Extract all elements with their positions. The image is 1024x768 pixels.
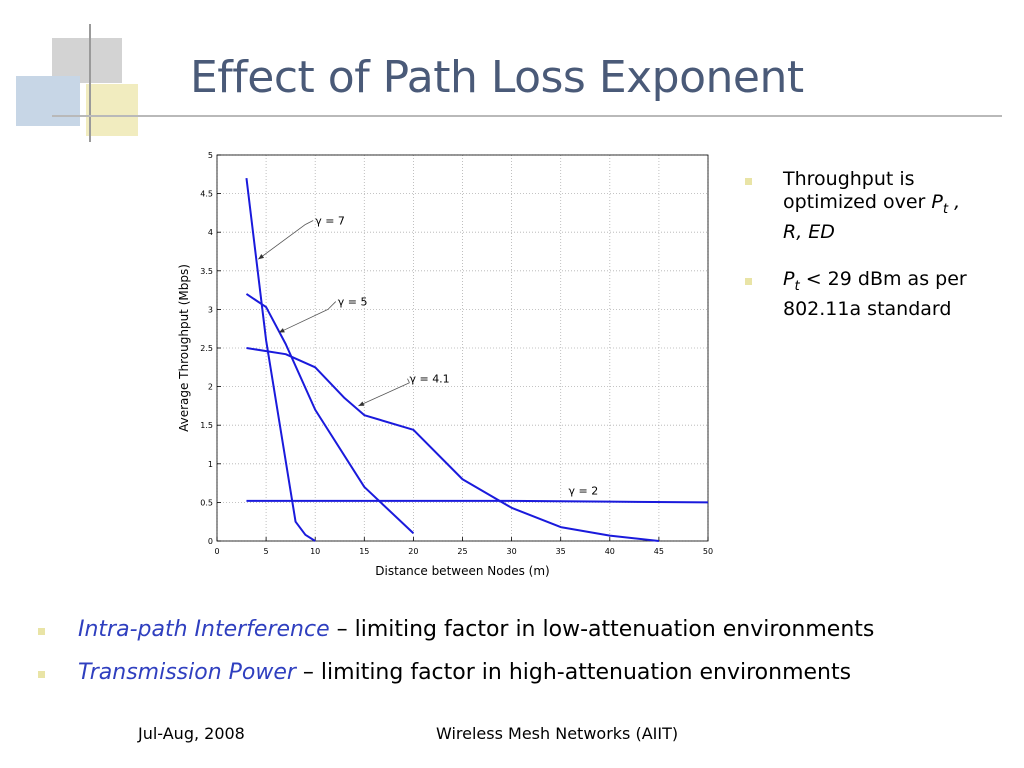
annotation-leader [258, 224, 306, 260]
annotation-leader [305, 220, 314, 225]
annotation-arrowhead [278, 328, 285, 333]
bullet-square-icon [745, 277, 752, 285]
pt-symbol: Pt [931, 191, 949, 217]
annotation-arrowhead [258, 254, 265, 260]
pt-symbol: Pt [783, 267, 800, 294]
page-title: Effect of Path Loss Exponent [190, 52, 804, 103]
main-bullet-2-emphasis: Transmission Power [78, 660, 296, 685]
x-tick-label: 50 [703, 547, 713, 556]
y-tick-label: 1 [208, 460, 213, 469]
deco-yellow-square [86, 84, 138, 136]
series-line-2 [245, 293, 415, 535]
x-tick-label: 40 [605, 547, 615, 556]
x-tick-label: 0 [214, 547, 219, 556]
annotation-leader [407, 378, 410, 383]
x-tick-label: 10 [310, 547, 320, 556]
side-bullet-1: Throughput is optimized over Pt , R, ED [745, 168, 985, 244]
annotation-leader [327, 301, 337, 310]
bullet-square-icon [745, 178, 752, 185]
y-tick-label: 5 [208, 151, 213, 160]
main-bullet-1: Intra-path Interference – limiting facto… [38, 614, 1018, 646]
side-bullet-list: Throughput is optimized over Pt , R, ED … [745, 168, 985, 345]
main-bullet-list: Intra-path Interference – limiting facto… [38, 614, 1018, 700]
deco-blue-square [16, 76, 80, 126]
annotation-leader [278, 309, 329, 333]
throughput-chart: 0 5 10 15 20 25 30 35 40 45 50 0 0.5 1 1.5 2 2.5 3 3.5 4 4.5… [177, 151, 713, 578]
x-tick-label: 30 [507, 547, 517, 556]
x-tick-label: 15 [359, 547, 369, 556]
y-tick-label: 1.5 [200, 421, 213, 430]
x-axis-label: Distance between Nodes (m) [375, 564, 549, 578]
y-tick-label: 2 [208, 383, 213, 392]
y-tick-label: 0.5 [200, 498, 213, 507]
x-tick-label: 45 [654, 547, 664, 556]
annotation-label: γ = 2 [569, 485, 599, 498]
series-line-3 [246, 347, 660, 542]
annotation-label: γ = 4.1 [409, 373, 449, 386]
x-tick-label: 35 [556, 547, 566, 556]
y-tick-label: 3 [208, 305, 213, 314]
x-tick-label: 20 [408, 547, 418, 556]
y-tick-label: 3.5 [200, 267, 213, 276]
series-line-1 [245, 178, 316, 542]
main-bullet-1-emphasis: Intra-path Interference [78, 617, 330, 642]
y-tick-label: 0 [208, 537, 213, 546]
deco-gray-square [52, 38, 122, 83]
footer-date: Jul-Aug, 2008 [138, 724, 245, 743]
y-axis-label: Average Throughput (Mbps) [177, 264, 191, 432]
bullet-square-icon [38, 628, 45, 635]
annotation-leader [358, 382, 410, 407]
main-bullet-2: Transmission Power – limiting factor in … [38, 657, 1018, 689]
side-bullet-1-text: Throughput is optimized over [783, 168, 932, 213]
annotation-arrowhead [358, 401, 365, 406]
annotation-label: γ = 7 [315, 214, 345, 227]
series-line-4 [246, 499, 709, 504]
corner-decoration [16, 24, 138, 142]
x-tick-label: 25 [457, 547, 467, 556]
footer-course: Wireless Mesh Networks (AIIT) [436, 724, 679, 743]
side-bullet-2: Pt < 29 dBm as per 802.11a standard [745, 268, 985, 321]
x-tick-label: 5 [264, 547, 269, 556]
main-bullet-2-text: – limiting factor in high-attenuation en… [295, 660, 852, 685]
y-tick-label: 2.5 [200, 344, 213, 353]
bullet-square-icon [38, 671, 45, 678]
main-bullet-1-text: – limiting factor in low-attenuation env… [329, 617, 875, 642]
y-tick-label: 4 [208, 228, 213, 237]
side-bullet-1-vars: , R, ED [783, 191, 961, 243]
title-divider [52, 115, 1002, 117]
y-tick-label: 4.5 [200, 190, 213, 199]
side-bullet-2-text: < 29 dBm as per 802.11a standard [783, 267, 967, 320]
annotation-label: γ = 5 [338, 296, 368, 309]
